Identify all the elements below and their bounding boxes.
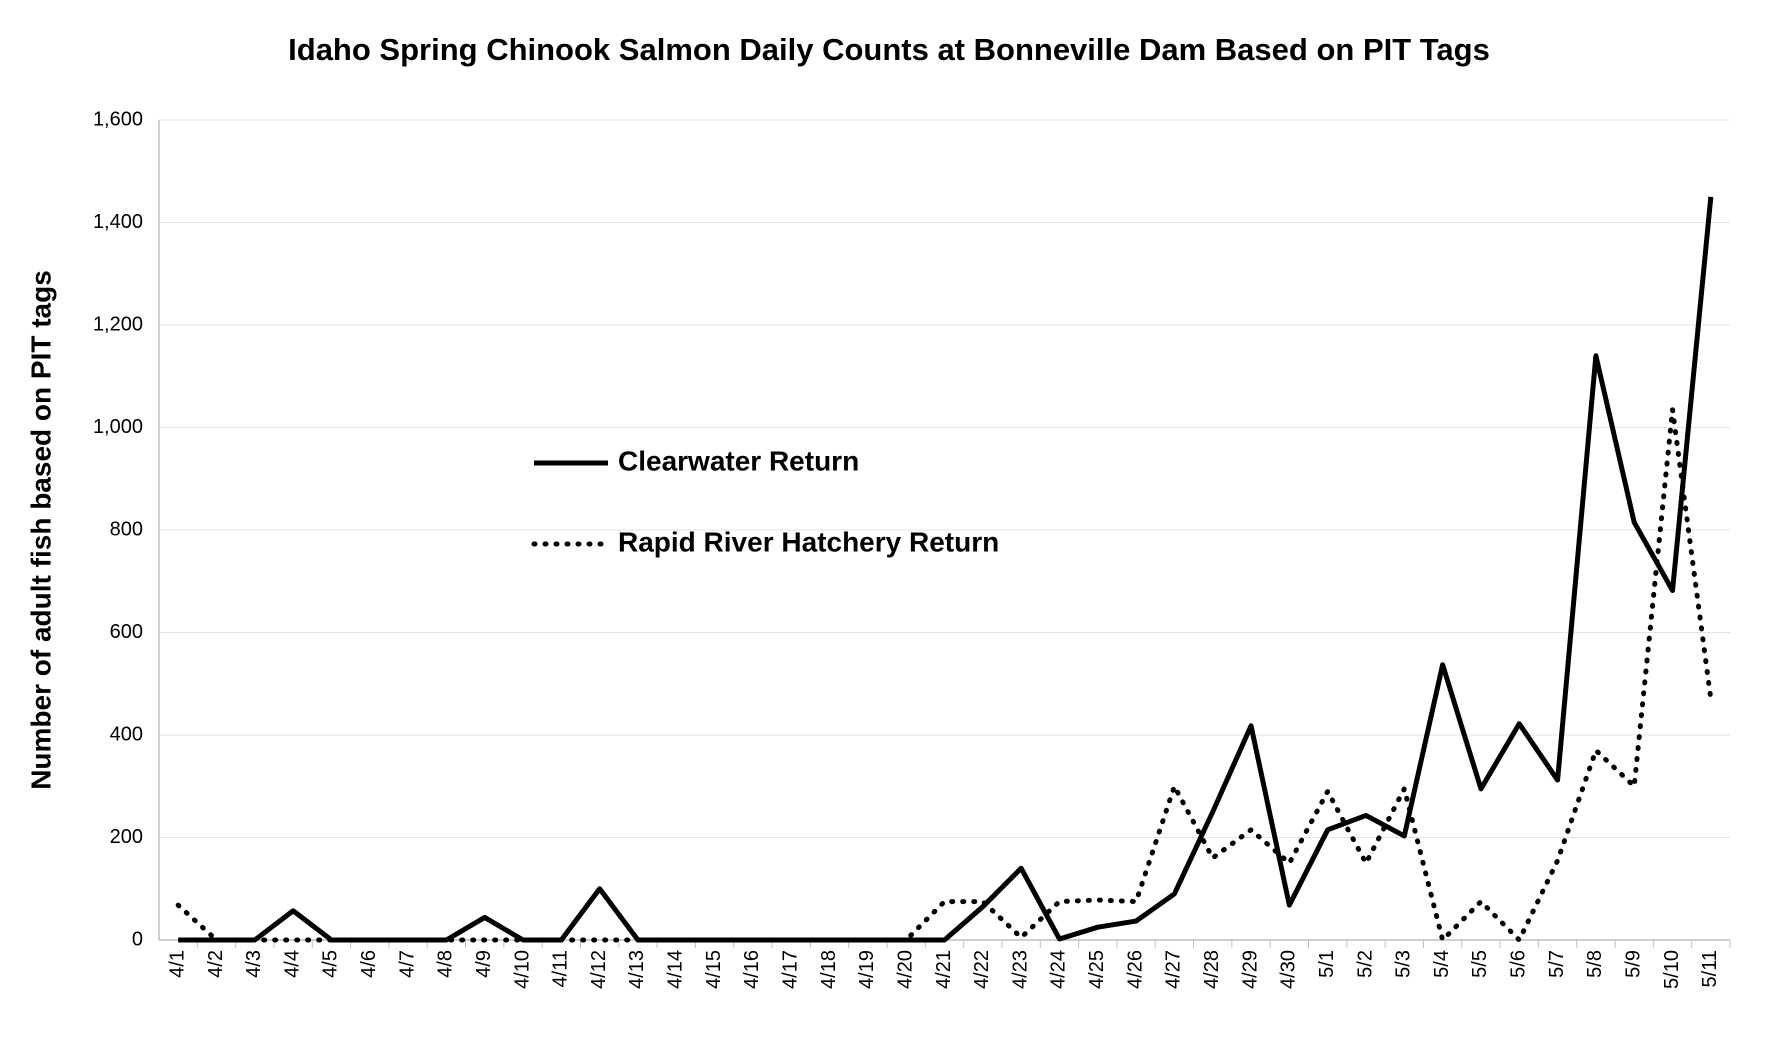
x-tick-label: 4/21: [933, 950, 955, 989]
x-tick-label: 5/4: [1431, 950, 1453, 978]
x-tick-label: 4/11: [550, 950, 572, 987]
y-tick-label: 200: [110, 826, 143, 848]
x-tick-label: 5/11: [1699, 950, 1721, 987]
x-tick-label: 4/12: [588, 950, 610, 989]
x-tick-label: 4/30: [1278, 950, 1300, 989]
x-tick-label: 5/5: [1469, 950, 1491, 978]
x-tick-label: 4/16: [741, 950, 763, 989]
chart-title: Idaho Spring Chinook Salmon Daily Counts…: [288, 32, 1490, 67]
x-tick-label: 5/1: [1316, 950, 1338, 978]
y-tick-label: 400: [110, 723, 143, 745]
x-tick-label: 4/22: [971, 950, 993, 989]
x-tick-label: 4/20: [894, 950, 916, 989]
y-tick-label: 1,600: [93, 108, 143, 130]
x-tick-label: 4/28: [1201, 950, 1223, 989]
series-line: [178, 196, 1714, 943]
x-tick-label: 5/8: [1584, 950, 1606, 978]
legend-label: Rapid River Hatchery Return: [618, 526, 999, 557]
x-tick-label: 4/10: [511, 950, 533, 989]
y-axis-title: Number of adult fish based on PIT tags: [25, 270, 56, 790]
x-tick-label: 4/17: [780, 950, 802, 989]
x-tick-label: 4/6: [358, 950, 380, 978]
series-line: [175, 407, 1714, 943]
y-tick-label: 600: [110, 621, 143, 643]
x-tick-label: 4/13: [626, 950, 648, 989]
x-tick-label: 4/29: [1239, 950, 1261, 989]
x-tick-label: 4/4: [281, 950, 303, 978]
x-tick-label: 5/9: [1622, 950, 1644, 978]
x-tick-label: 4/23: [1009, 950, 1031, 989]
x-tick-label: 4/2: [205, 950, 227, 978]
x-tick-label: 4/27: [1163, 950, 1185, 989]
x-tick-label: 4/25: [1086, 950, 1108, 989]
legend-label: Clearwater Return: [618, 445, 859, 476]
y-tick-label: 1,400: [93, 211, 143, 233]
y-tick-label: 1,200: [93, 313, 143, 335]
x-tick-label: 4/26: [1124, 950, 1146, 989]
y-tick-label: 800: [110, 518, 143, 540]
x-tick-label: 5/3: [1393, 950, 1415, 978]
x-tick-label: 4/18: [818, 950, 840, 989]
x-tick-label: 5/10: [1661, 950, 1683, 989]
x-tick-label: 4/3: [243, 950, 265, 978]
x-tick-label: 4/8: [435, 950, 457, 978]
x-tick-label: 4/5: [320, 950, 342, 978]
x-tick-label: 4/24: [1048, 950, 1070, 989]
y-tick-label: 0: [132, 928, 143, 950]
y-tick-label: 1,000: [93, 416, 143, 438]
x-tick-label: 5/6: [1508, 950, 1530, 978]
x-tick-label: 4/9: [473, 950, 495, 978]
x-tick-label: 4/19: [856, 950, 878, 989]
x-tick-label: 5/2: [1354, 950, 1376, 978]
x-tick-label: 4/14: [665, 950, 687, 989]
x-tick-label: 4/7: [396, 950, 418, 978]
x-tick-label: 4/1: [166, 950, 188, 978]
x-tick-label: 4/15: [703, 950, 725, 989]
x-tick-label: 5/7: [1546, 950, 1568, 978]
